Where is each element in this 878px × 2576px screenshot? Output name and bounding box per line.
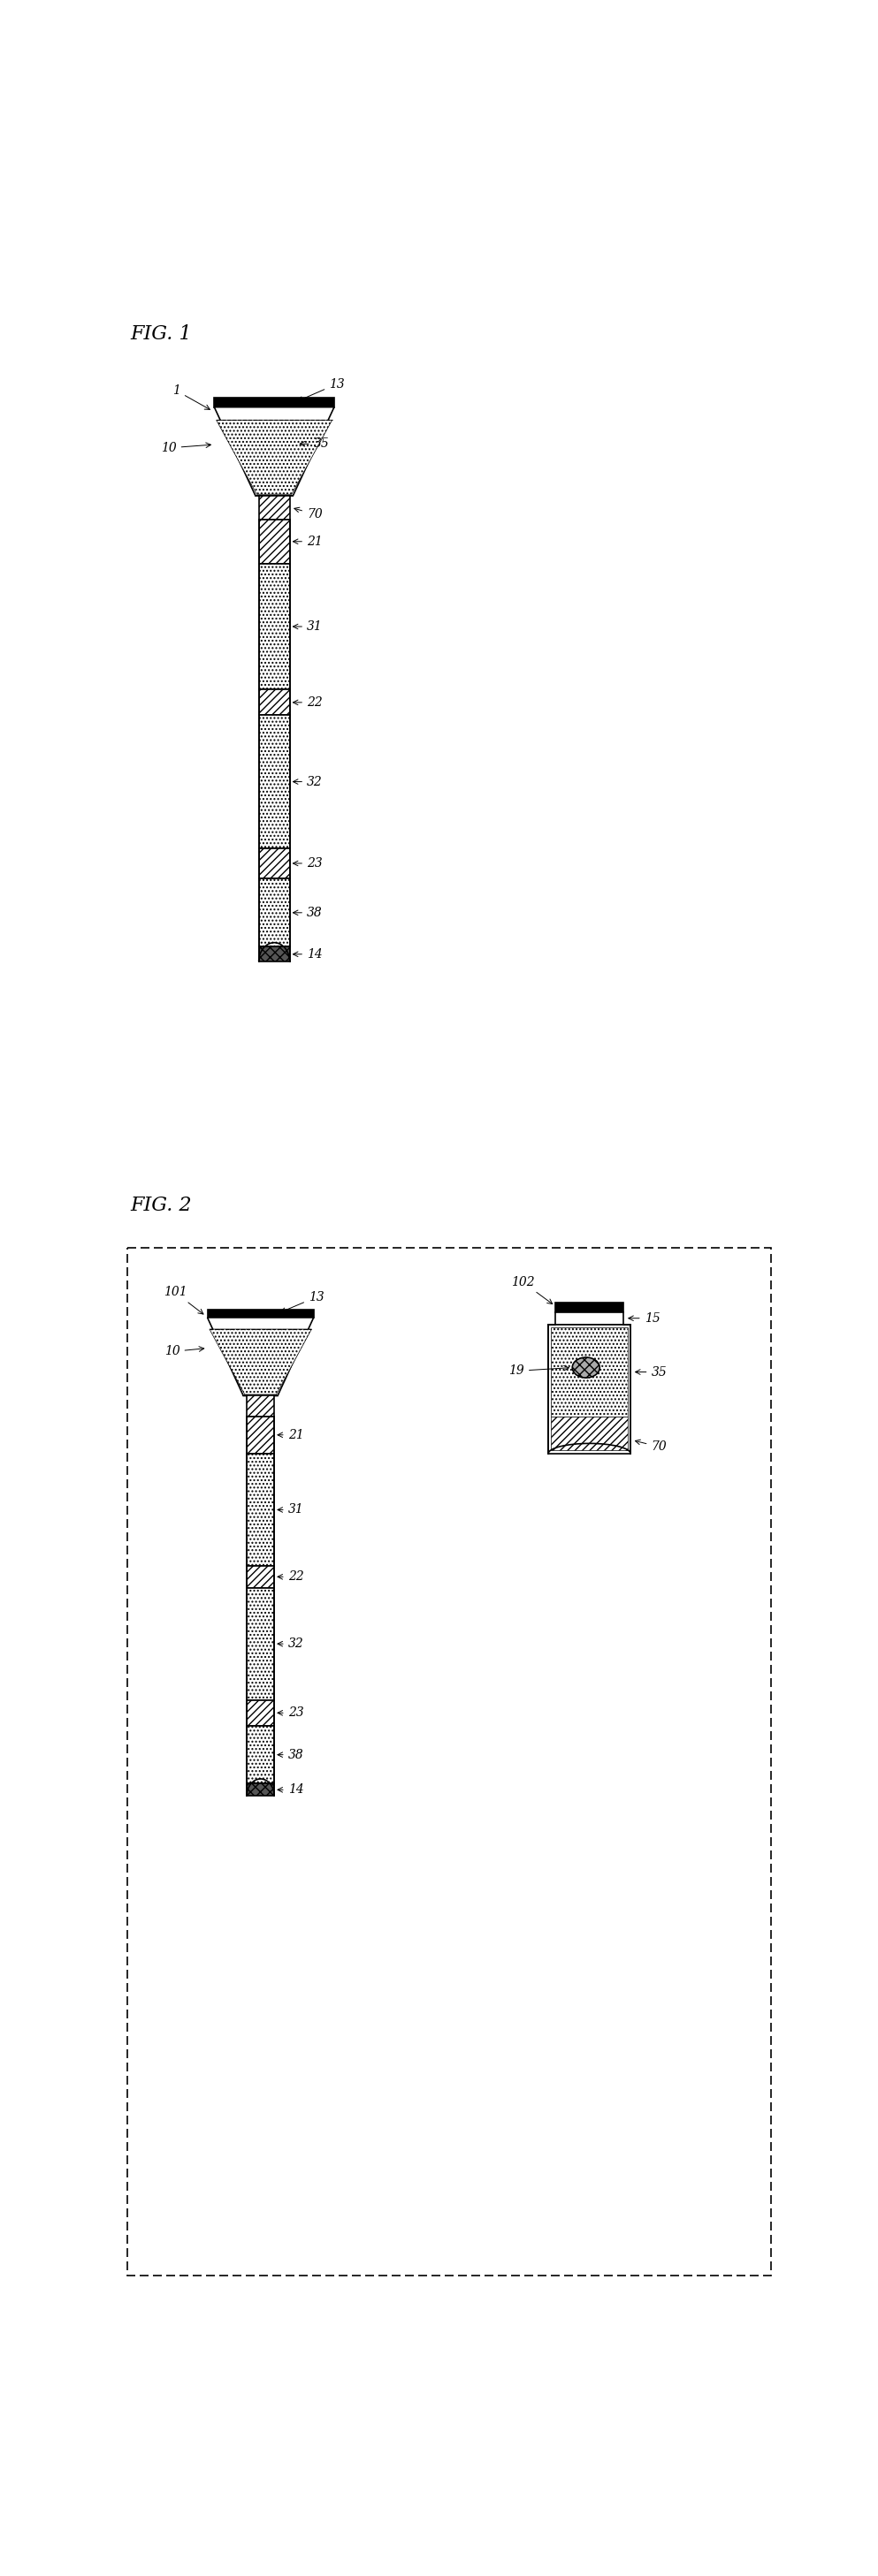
Text: 21: 21 (293, 536, 322, 549)
FancyBboxPatch shape (247, 1726, 274, 1783)
Text: 22: 22 (277, 1571, 304, 1584)
Text: 32: 32 (293, 775, 322, 788)
FancyBboxPatch shape (214, 397, 335, 407)
FancyBboxPatch shape (247, 1417, 274, 1453)
Text: 10: 10 (161, 440, 211, 453)
Text: 23: 23 (277, 1708, 304, 1718)
Text: 70: 70 (294, 507, 322, 520)
Text: 21: 21 (277, 1430, 304, 1440)
Text: FIG. 2: FIG. 2 (130, 1195, 192, 1216)
Text: 14: 14 (293, 948, 322, 961)
FancyBboxPatch shape (555, 1311, 623, 1324)
FancyBboxPatch shape (259, 878, 290, 948)
Text: 23: 23 (293, 858, 322, 871)
FancyBboxPatch shape (247, 1396, 274, 1417)
Text: 13: 13 (281, 1291, 324, 1314)
Text: 15: 15 (629, 1311, 660, 1324)
Text: 31: 31 (293, 621, 322, 634)
Polygon shape (214, 407, 335, 495)
FancyBboxPatch shape (551, 1417, 628, 1450)
Text: 38: 38 (277, 1749, 304, 1762)
Polygon shape (207, 1316, 313, 1396)
Text: 35: 35 (636, 1365, 666, 1378)
FancyBboxPatch shape (548, 1324, 630, 1453)
Text: 35: 35 (300, 438, 329, 451)
FancyBboxPatch shape (259, 520, 290, 564)
Text: 32: 32 (277, 1638, 304, 1651)
FancyBboxPatch shape (259, 564, 290, 690)
FancyBboxPatch shape (551, 1327, 628, 1417)
FancyBboxPatch shape (247, 1453, 274, 1566)
Ellipse shape (572, 1358, 600, 1378)
FancyBboxPatch shape (259, 848, 290, 878)
Text: 70: 70 (635, 1440, 666, 1453)
Polygon shape (210, 1329, 312, 1394)
Polygon shape (216, 420, 332, 495)
Text: FIG. 1: FIG. 1 (130, 325, 192, 345)
Text: 22: 22 (293, 696, 322, 708)
Text: 101: 101 (163, 1285, 204, 1314)
Text: 19: 19 (508, 1365, 569, 1378)
FancyBboxPatch shape (259, 716, 290, 848)
FancyBboxPatch shape (127, 1249, 771, 2275)
FancyBboxPatch shape (259, 690, 290, 716)
FancyBboxPatch shape (259, 495, 290, 520)
Text: 1: 1 (173, 384, 210, 410)
FancyBboxPatch shape (555, 1303, 623, 1311)
Text: 38: 38 (293, 907, 322, 920)
FancyBboxPatch shape (247, 1783, 274, 1795)
Text: 14: 14 (277, 1783, 304, 1795)
FancyBboxPatch shape (247, 1566, 274, 1587)
Text: 102: 102 (511, 1275, 552, 1303)
Text: 10: 10 (164, 1345, 204, 1358)
Text: 31: 31 (277, 1504, 304, 1515)
FancyBboxPatch shape (247, 1700, 274, 1726)
FancyBboxPatch shape (259, 948, 290, 961)
Text: 13: 13 (298, 379, 345, 402)
FancyBboxPatch shape (247, 1587, 274, 1700)
FancyBboxPatch shape (207, 1309, 313, 1316)
